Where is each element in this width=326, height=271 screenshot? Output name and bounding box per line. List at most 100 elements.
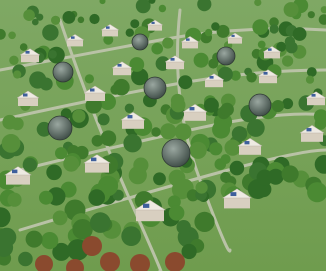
house-wall (307, 98, 325, 105)
tree (153, 172, 166, 185)
tree (162, 37, 173, 48)
soil-plot (82, 236, 102, 256)
house-wall (85, 163, 109, 173)
tree (13, 70, 21, 78)
house-wall (239, 146, 261, 155)
tree (151, 127, 160, 136)
house-wall (148, 25, 162, 31)
tree (177, 220, 191, 234)
tree (92, 135, 104, 147)
house-wall (21, 55, 39, 62)
greenhouse-dome (132, 34, 148, 50)
roof-solar-panel (128, 115, 133, 118)
roof-solar-panel (12, 170, 17, 174)
tree (130, 19, 139, 28)
tree (160, 123, 176, 139)
house-wall (102, 30, 118, 36)
tree (126, 29, 134, 37)
tree (20, 43, 28, 51)
tree (272, 100, 284, 112)
tree (209, 142, 222, 155)
roof-solar-panel (152, 22, 155, 24)
roof-solar-panel (264, 72, 268, 75)
roof-solar-panel (171, 58, 175, 61)
tree (190, 142, 207, 159)
tree (306, 76, 314, 84)
house-wall (113, 68, 131, 75)
tree (2, 134, 21, 153)
greenhouse-dome (144, 77, 166, 99)
tree (204, 98, 219, 113)
roof-solar-panel (143, 204, 149, 208)
body: (() => { const data = JSON.parse(documen… (0, 0, 326, 271)
tree (205, 29, 212, 36)
house-wall (122, 120, 144, 129)
tree (42, 24, 58, 40)
greenhouse-dome (217, 47, 235, 65)
roof-solar-panel (190, 107, 195, 110)
roof-solar-panel (118, 64, 122, 67)
tree (46, 165, 62, 181)
house-wall (259, 76, 277, 83)
tree (55, 147, 67, 159)
tree (220, 172, 231, 183)
tree (232, 126, 247, 141)
roof-solar-panel (312, 94, 316, 97)
tree (246, 72, 256, 82)
house-wall (182, 42, 198, 48)
tree (110, 85, 120, 95)
roof-solar-panel (26, 51, 30, 54)
tree (72, 110, 85, 123)
tree (212, 121, 230, 139)
tree (252, 19, 268, 35)
tree (85, 74, 94, 83)
roof-solar-panel (106, 26, 110, 28)
roof-solar-panel (90, 89, 95, 92)
tree (41, 232, 58, 249)
house-wall (205, 80, 223, 87)
house-wall (301, 133, 323, 142)
tree (78, 17, 85, 24)
greenhouse-dome (249, 94, 271, 116)
tree (270, 24, 279, 33)
greenhouse-dome (48, 116, 72, 140)
tree (8, 32, 16, 40)
roof-solar-panel (210, 76, 214, 79)
tree (308, 11, 315, 18)
tree (98, 113, 110, 125)
tree (7, 193, 21, 207)
house-wall (228, 38, 242, 44)
tree (48, 50, 57, 59)
tree (39, 191, 53, 205)
tree (40, 78, 53, 91)
tree (194, 53, 209, 68)
tree (211, 22, 219, 30)
tree (63, 11, 76, 24)
roof-solar-panel (91, 158, 96, 162)
house-wall (136, 210, 164, 221)
tree (282, 56, 293, 67)
tree (151, 43, 163, 55)
greenhouse-dome (53, 62, 73, 82)
tree (194, 212, 214, 232)
tree (36, 14, 43, 21)
tree (293, 27, 307, 41)
tree (121, 226, 141, 246)
page: Village render {} html, body { margin: 0… (0, 0, 326, 271)
tree (221, 103, 234, 116)
tree (63, 156, 79, 172)
tree (26, 231, 43, 248)
tree (178, 75, 192, 89)
tree (182, 244, 197, 259)
house-wall (184, 112, 206, 121)
tree (53, 211, 68, 226)
greenhouse-dome (162, 139, 190, 167)
tree (11, 117, 24, 130)
tree (169, 205, 185, 221)
roof-solar-panel (268, 48, 272, 50)
tree (268, 169, 284, 185)
tree (284, 2, 299, 17)
roof-solar-panel (23, 94, 28, 97)
house-wall (18, 98, 38, 106)
tree (88, 189, 105, 206)
